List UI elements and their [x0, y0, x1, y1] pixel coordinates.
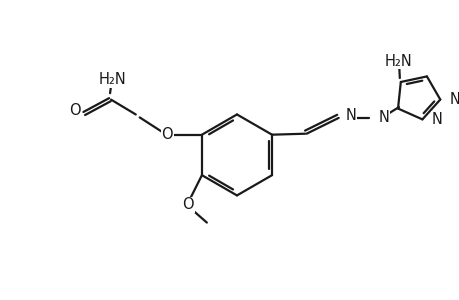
Text: N: N	[345, 108, 356, 123]
Text: O: O	[161, 127, 173, 142]
Text: N: N	[431, 112, 441, 127]
Text: N: N	[448, 92, 459, 107]
Text: N: N	[378, 110, 389, 125]
Text: O: O	[69, 103, 81, 118]
Text: H₂N: H₂N	[384, 54, 411, 69]
Text: O: O	[182, 197, 194, 212]
Text: H₂N: H₂N	[98, 72, 126, 87]
